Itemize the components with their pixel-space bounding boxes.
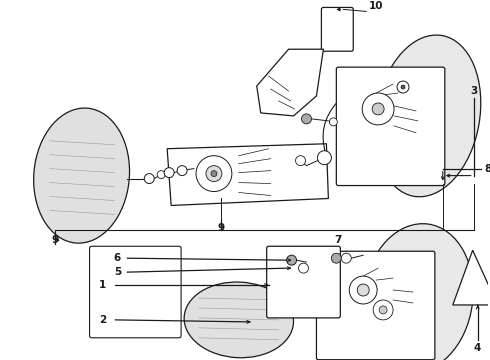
Circle shape xyxy=(301,114,312,124)
FancyBboxPatch shape xyxy=(336,67,445,185)
Text: 6: 6 xyxy=(114,253,121,263)
Text: 5: 5 xyxy=(114,267,121,277)
Circle shape xyxy=(164,168,174,177)
Circle shape xyxy=(362,93,394,125)
FancyBboxPatch shape xyxy=(90,246,181,338)
Circle shape xyxy=(295,156,305,166)
Text: 1: 1 xyxy=(99,280,106,290)
Circle shape xyxy=(287,255,296,265)
Circle shape xyxy=(379,306,387,314)
Text: 2: 2 xyxy=(99,315,106,325)
Polygon shape xyxy=(453,250,490,305)
Circle shape xyxy=(211,171,217,177)
Circle shape xyxy=(157,171,165,179)
Ellipse shape xyxy=(363,224,473,360)
Text: 7: 7 xyxy=(335,235,342,245)
Circle shape xyxy=(196,156,232,192)
Ellipse shape xyxy=(184,282,294,358)
Text: 10: 10 xyxy=(369,1,383,12)
Circle shape xyxy=(372,103,384,115)
Circle shape xyxy=(397,81,409,93)
Text: 3: 3 xyxy=(470,86,477,96)
Circle shape xyxy=(298,263,309,273)
Text: 9: 9 xyxy=(218,223,224,233)
FancyBboxPatch shape xyxy=(267,246,341,318)
Circle shape xyxy=(329,118,337,126)
Circle shape xyxy=(349,276,377,304)
Circle shape xyxy=(401,85,405,89)
Circle shape xyxy=(357,284,369,296)
Text: 8: 8 xyxy=(484,164,490,174)
Circle shape xyxy=(342,253,351,263)
Ellipse shape xyxy=(375,35,481,197)
Circle shape xyxy=(177,166,187,176)
FancyBboxPatch shape xyxy=(317,251,435,360)
Circle shape xyxy=(331,253,342,263)
Circle shape xyxy=(318,151,331,165)
Circle shape xyxy=(206,166,222,181)
Text: 9: 9 xyxy=(51,235,58,245)
Circle shape xyxy=(144,174,154,184)
FancyBboxPatch shape xyxy=(321,8,353,51)
Text: 4: 4 xyxy=(474,343,481,353)
Circle shape xyxy=(373,300,393,320)
Polygon shape xyxy=(257,49,323,116)
Polygon shape xyxy=(167,144,328,206)
Ellipse shape xyxy=(34,108,129,243)
